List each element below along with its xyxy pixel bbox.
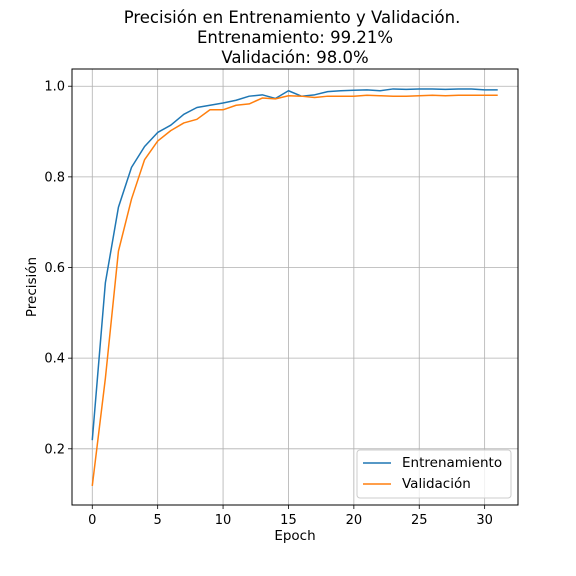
x-tick-label: 25 bbox=[411, 513, 428, 528]
legend-label-entrenamiento: Entrenamiento bbox=[402, 455, 502, 471]
series-line-validacion bbox=[91, 94, 498, 487]
x-tick-label: 15 bbox=[280, 513, 297, 528]
chart-title-line-3: Validación: 98.0% bbox=[221, 48, 368, 67]
y-tick-label: 0.4 bbox=[44, 352, 65, 367]
y-tick-label: 0.2 bbox=[44, 442, 65, 457]
y-tick-label: 1.0 bbox=[44, 80, 65, 95]
series-line-entrenamiento bbox=[91, 88, 498, 441]
y-tick-label: 0.8 bbox=[44, 170, 65, 185]
x-axis-label: Epoch bbox=[274, 528, 315, 544]
y-axis-ticks: 0.2 0.4 0.6 0.8 1.0 bbox=[44, 80, 72, 457]
chart-title-line-2: Entrenamiento: 99.21% bbox=[197, 28, 393, 47]
x-tick-label: 30 bbox=[476, 513, 493, 528]
grid-lines bbox=[72, 69, 518, 505]
series-lines bbox=[91, 88, 498, 487]
x-axis-ticks: 0 5 10 15 20 25 30 bbox=[88, 505, 493, 528]
x-tick-label: 0 bbox=[88, 513, 96, 528]
legend-box bbox=[356, 449, 512, 499]
legend-label-validacion: Validación bbox=[402, 476, 471, 492]
x-tick-label: 10 bbox=[215, 513, 232, 528]
x-tick-label: 5 bbox=[154, 513, 162, 528]
plot-frame bbox=[71, 68, 519, 506]
y-axis-label: Precisión bbox=[24, 257, 40, 317]
x-tick-label: 20 bbox=[346, 513, 363, 528]
legend: Entrenamiento Validación bbox=[356, 449, 512, 499]
y-tick-label: 0.6 bbox=[44, 261, 65, 276]
chart-title-line-1: Precisión en Entrenamiento y Validación. bbox=[124, 8, 461, 27]
